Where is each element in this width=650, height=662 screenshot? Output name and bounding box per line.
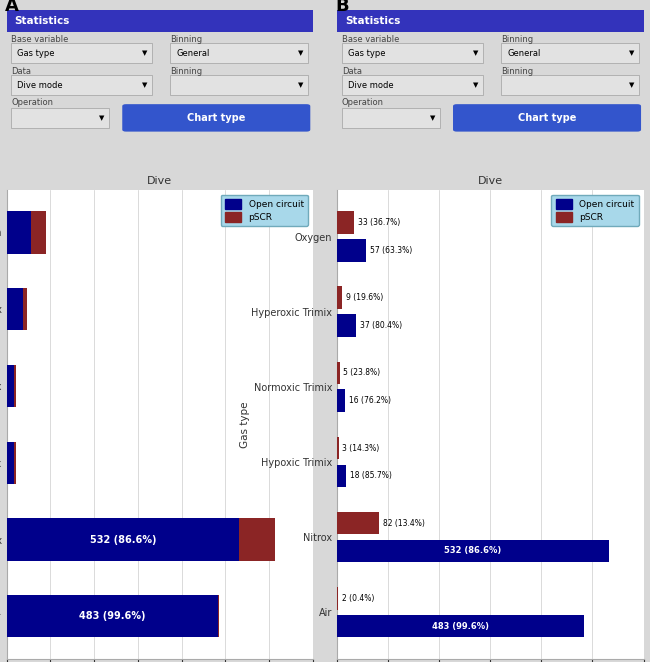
Legend: Open circuit, pSCR: Open circuit, pSCR (551, 195, 639, 226)
Bar (337, 437, 339, 459)
Text: Binning: Binning (501, 34, 533, 44)
Bar (14, 442, 16, 484)
Bar (170, 44, 308, 64)
Text: 82 (13.4%): 82 (13.4%) (383, 518, 424, 528)
Bar (337, 239, 367, 261)
Text: Statistics: Statistics (345, 16, 400, 26)
Text: Binning: Binning (501, 66, 533, 75)
Text: Gas type: Gas type (17, 49, 55, 58)
Text: Gas type: Gas type (348, 49, 385, 58)
Text: Operation: Operation (11, 99, 53, 107)
Text: 3 (14.3%): 3 (14.3%) (343, 444, 380, 453)
Text: 57 (63.3%): 57 (63.3%) (370, 246, 412, 255)
Text: ▼: ▼ (142, 50, 148, 56)
Text: 532 (86.6%): 532 (86.6%) (90, 534, 156, 545)
Text: General: General (507, 49, 541, 58)
Text: General: General (176, 49, 210, 58)
Bar (337, 314, 356, 337)
Text: ▼: ▼ (430, 115, 436, 121)
Text: ▼: ▼ (629, 50, 634, 56)
Text: 33 (36.7%): 33 (36.7%) (358, 218, 400, 227)
Text: 18 (85.7%): 18 (85.7%) (350, 471, 392, 481)
Bar (501, 44, 639, 64)
Text: Base variable: Base variable (342, 34, 399, 44)
Bar (337, 10, 644, 32)
FancyBboxPatch shape (453, 104, 641, 132)
Text: 5 (23.8%): 5 (23.8%) (343, 368, 381, 377)
Text: 16 (76.2%): 16 (76.2%) (349, 396, 391, 405)
Bar (6, 288, 23, 330)
Text: Binning: Binning (170, 34, 202, 44)
Bar (239, 518, 275, 561)
Bar (337, 389, 345, 412)
Bar (342, 108, 440, 128)
Text: 483 (99.6%): 483 (99.6%) (432, 622, 489, 631)
Text: Chart type: Chart type (518, 113, 576, 123)
Title: Dive: Dive (147, 177, 172, 187)
Text: 9 (19.6%): 9 (19.6%) (346, 293, 383, 303)
Text: Dive mode: Dive mode (348, 81, 394, 90)
Text: Base variable: Base variable (11, 34, 68, 44)
Bar (11, 108, 109, 128)
Text: ▼: ▼ (298, 82, 304, 88)
Bar (170, 75, 308, 95)
Bar (342, 75, 483, 95)
Text: Dive mode: Dive mode (17, 81, 63, 90)
Text: Statistics: Statistics (14, 16, 70, 26)
Bar (337, 465, 346, 487)
Text: Operation: Operation (342, 99, 384, 107)
Bar (337, 587, 338, 610)
Title: Dive: Dive (478, 177, 503, 187)
Bar (23, 288, 27, 330)
Text: A: A (5, 0, 19, 15)
Text: ▼: ▼ (142, 82, 148, 88)
Bar (31, 211, 46, 254)
Bar (6, 595, 218, 638)
Text: 532 (86.6%): 532 (86.6%) (445, 546, 502, 555)
Bar (337, 211, 354, 234)
Bar (337, 615, 584, 638)
Bar (6, 518, 239, 561)
Text: ▼: ▼ (298, 50, 304, 56)
Bar (342, 44, 483, 64)
Text: ▼: ▼ (473, 50, 478, 56)
Bar (337, 361, 340, 384)
Legend: Open circuit, pSCR: Open circuit, pSCR (220, 195, 308, 226)
Bar (6, 442, 14, 484)
Bar (6, 10, 313, 32)
Bar (11, 44, 152, 64)
FancyBboxPatch shape (122, 104, 310, 132)
Text: Data: Data (342, 66, 362, 75)
Text: ▼: ▼ (473, 82, 478, 88)
Text: Data: Data (11, 66, 31, 75)
Bar (337, 287, 342, 309)
Text: 483 (99.6%): 483 (99.6%) (79, 611, 146, 621)
Text: ▼: ▼ (99, 115, 105, 121)
Text: 2 (0.4%): 2 (0.4%) (342, 594, 374, 603)
Text: ▼: ▼ (629, 82, 634, 88)
Text: Chart type: Chart type (187, 113, 246, 123)
Text: Binning: Binning (170, 66, 202, 75)
Bar (501, 75, 639, 95)
Bar (337, 540, 609, 562)
Text: 37 (80.4%): 37 (80.4%) (360, 321, 402, 330)
Bar (14, 365, 16, 407)
Y-axis label: Gas type: Gas type (240, 401, 250, 448)
Bar (11, 75, 152, 95)
Text: B: B (335, 0, 349, 15)
Bar (6, 365, 14, 407)
Bar (337, 512, 379, 534)
Bar (6, 211, 31, 254)
